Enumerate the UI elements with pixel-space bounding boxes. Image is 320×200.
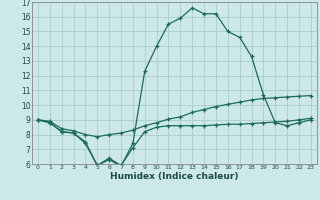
X-axis label: Humidex (Indice chaleur): Humidex (Indice chaleur) (110, 172, 239, 181)
